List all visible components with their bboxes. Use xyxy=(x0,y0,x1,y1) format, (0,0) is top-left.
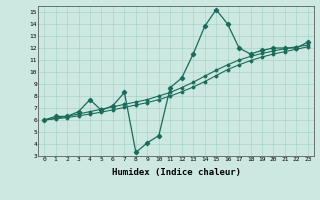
X-axis label: Humidex (Indice chaleur): Humidex (Indice chaleur) xyxy=(111,168,241,177)
